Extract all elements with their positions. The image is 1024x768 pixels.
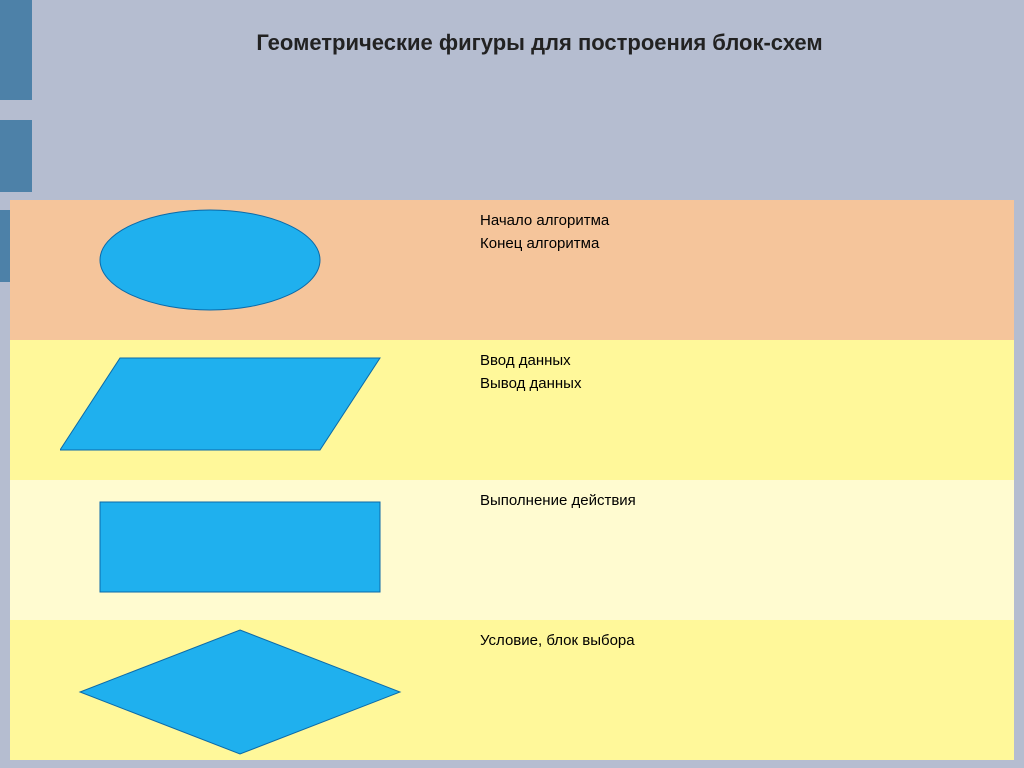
legend-row: Начало алгоритма Конец алгоритма [10, 200, 1014, 340]
desc-line: Вывод данных [480, 373, 994, 396]
desc-line: Начало алгоритма [480, 210, 994, 233]
shape-description: Выполнение действия [480, 490, 994, 513]
rectangle-shape [60, 480, 420, 620]
legend-row: Выполнение действия [10, 480, 1014, 620]
legend-row: Условие, блок выбора [10, 620, 1014, 760]
ellipse-shape [60, 200, 420, 340]
shape-description: Начало алгоритма Конец алгоритма [480, 210, 994, 255]
shape-cell [60, 200, 420, 340]
desc-line: Конец алгоритма [480, 233, 994, 256]
shape-cell [60, 620, 420, 760]
shape-cell [60, 480, 420, 620]
side-accent-bar [0, 120, 32, 192]
page-title: Геометрические фигуры для построения бло… [110, 30, 969, 56]
desc-line: Ввод данных [480, 350, 994, 373]
shape-description: Условие, блок выбора [480, 630, 994, 653]
title-area: Геометрические фигуры для построения бло… [110, 30, 969, 56]
parallelogram-shape [60, 340, 420, 480]
legend-row: Ввод данных Вывод данных [10, 340, 1014, 480]
rhombus-shape [60, 620, 420, 760]
desc-line: Условие, блок выбора [480, 630, 994, 653]
shape-cell [60, 340, 420, 480]
shape-description: Ввод данных Вывод данных [480, 350, 994, 395]
desc-line: Выполнение действия [480, 490, 994, 513]
side-accent-bar [0, 0, 32, 100]
